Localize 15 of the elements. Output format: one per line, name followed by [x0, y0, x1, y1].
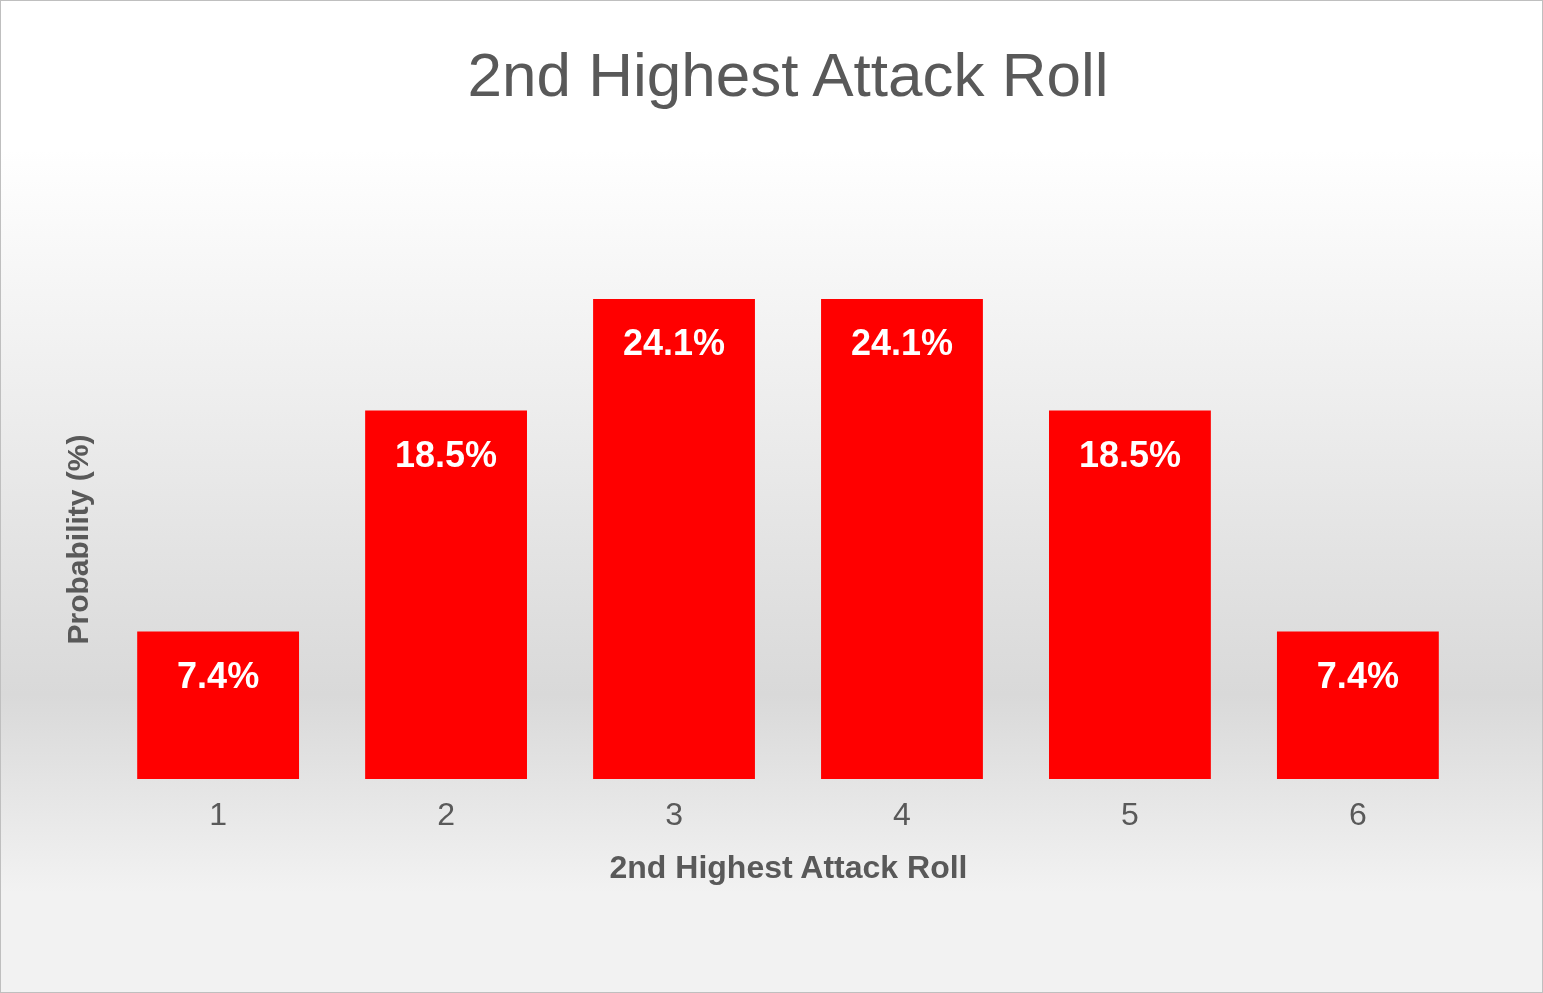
x-tick-label: 5 — [1121, 795, 1139, 832]
data-label: 18.5% — [1078, 433, 1181, 475]
x-tick-label: 2 — [437, 795, 455, 832]
x-tick-label: 3 — [665, 795, 683, 832]
x-tick-label: 1 — [209, 795, 228, 832]
x-axis-title: 2nd Highest Attack Roll — [609, 848, 968, 885]
y-axis-title: Probability (%) — [60, 434, 94, 645]
data-label: 7.4% — [1316, 654, 1399, 696]
data-label: 7.4% — [177, 654, 260, 696]
chart-title: 2nd Highest Attack Roll — [467, 40, 1109, 109]
data-label: 18.5% — [395, 433, 498, 475]
x-tick-label: 6 — [1348, 795, 1367, 832]
x-tick-label: 4 — [893, 795, 911, 832]
data-label: 24.1% — [622, 322, 726, 363]
data-label: 24.1% — [850, 322, 954, 363]
